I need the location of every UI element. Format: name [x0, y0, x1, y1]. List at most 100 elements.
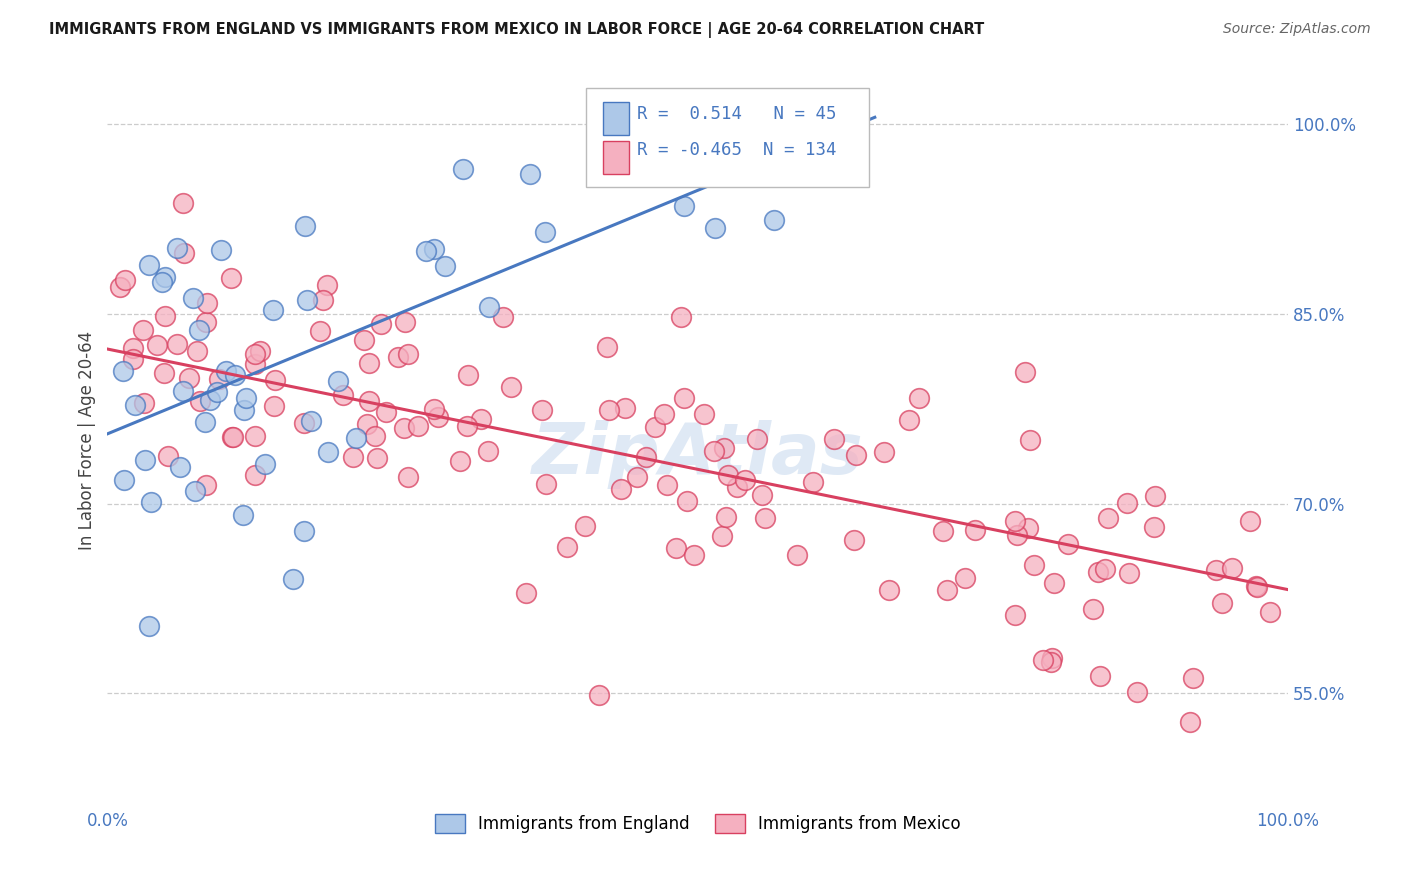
Point [308, 324, 330, 338]
Point [693, 408, 716, 422]
Point [108, 280, 131, 294]
Point [555, 540, 578, 554]
Point [873, 445, 896, 459]
Point [264, 373, 287, 387]
Point [132, 396, 155, 410]
Point [953, 571, 976, 585]
Point [1017, 521, 1039, 535]
Point [357, 356, 380, 370]
Point [124, 398, 146, 412]
Point [353, 333, 375, 347]
Point [138, 619, 160, 633]
Point [394, 421, 416, 435]
Point [470, 412, 492, 426]
Point [671, 310, 693, 324]
Point [195, 315, 218, 329]
Point [536, 477, 558, 491]
Point [112, 364, 135, 378]
Point [423, 242, 446, 256]
Point [931, 524, 953, 538]
Point [449, 454, 471, 468]
Point [292, 524, 315, 538]
Point [1081, 601, 1104, 615]
Point [1097, 511, 1119, 525]
Point [1143, 520, 1166, 534]
FancyBboxPatch shape [585, 87, 869, 186]
Point [1087, 566, 1109, 580]
Point [1022, 558, 1045, 572]
Point [221, 430, 243, 444]
Point [187, 323, 209, 337]
Point [1018, 434, 1040, 448]
Point [356, 417, 378, 432]
Text: Source: ZipAtlas.com: Source: ZipAtlas.com [1223, 22, 1371, 37]
Point [717, 467, 740, 482]
Point [610, 482, 633, 496]
Point [194, 478, 217, 492]
Text: ZipAtlas: ZipAtlas [531, 420, 863, 490]
Point [898, 413, 921, 427]
Point [747, 432, 769, 446]
Point [235, 391, 257, 405]
Point [423, 402, 446, 417]
Point [879, 583, 901, 598]
Point [678, 150, 700, 164]
Point [1039, 656, 1062, 670]
Point [1178, 714, 1201, 729]
Point [394, 314, 416, 328]
Point [1205, 563, 1227, 577]
Point [253, 457, 276, 471]
Point [208, 372, 231, 386]
Point [457, 368, 479, 382]
Point [281, 572, 304, 586]
Bar [603, 141, 630, 174]
Point [574, 518, 596, 533]
Point [232, 508, 254, 523]
Point [519, 167, 541, 181]
Point [195, 296, 218, 310]
Point [1244, 579, 1267, 593]
Point [426, 410, 449, 425]
Point [263, 399, 285, 413]
Point [453, 161, 475, 176]
Bar [603, 103, 630, 136]
Point [249, 344, 271, 359]
Point [711, 529, 734, 543]
Point [734, 473, 756, 487]
Point [364, 429, 387, 443]
Point [1125, 684, 1147, 698]
Point [1181, 671, 1204, 685]
Point [153, 310, 176, 324]
Point [762, 212, 785, 227]
Point [243, 429, 266, 443]
Point [332, 387, 354, 401]
Point [1220, 560, 1243, 574]
Point [936, 583, 959, 598]
Point [357, 394, 380, 409]
Point [245, 467, 267, 482]
Point [1040, 651, 1063, 665]
Point [1057, 536, 1080, 550]
Point [299, 413, 322, 427]
Point [665, 541, 688, 556]
Text: R = -0.465  N = 134: R = -0.465 N = 134 [637, 141, 837, 160]
Point [138, 258, 160, 272]
Point [588, 688, 610, 702]
Point [312, 293, 335, 307]
Point [150, 275, 173, 289]
Point [155, 270, 177, 285]
Point [1043, 576, 1066, 591]
Point [634, 450, 657, 464]
Point [515, 585, 537, 599]
Point [754, 511, 776, 525]
Point [396, 470, 419, 484]
Point [222, 430, 245, 444]
Point [644, 419, 666, 434]
Point [114, 272, 136, 286]
Point [842, 533, 865, 548]
Point [1014, 366, 1036, 380]
Point [157, 449, 180, 463]
Point [375, 405, 398, 419]
Point [714, 509, 737, 524]
Point [146, 338, 169, 352]
